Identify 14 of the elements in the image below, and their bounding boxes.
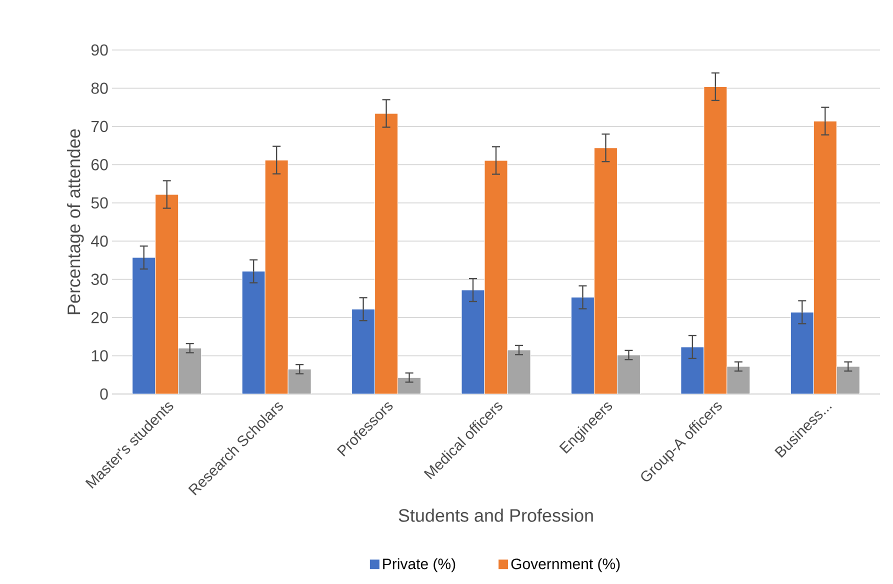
legend-label: Private (%)	[383, 558, 456, 572]
y-tick-label: 60	[91, 159, 108, 170]
y-tick-label: 30	[91, 274, 108, 285]
y-tick-label: 90	[91, 44, 108, 56]
y-tick-label: 10	[92, 350, 108, 362]
y-tick-label: 50	[91, 197, 108, 209]
y-tick-label: 40	[91, 235, 108, 247]
y-tick-label: 20	[91, 312, 108, 324]
x-axis-title: Students and Profession	[398, 508, 593, 522]
legend-label: Government (%)	[511, 558, 620, 572]
y-tick-label: 0	[100, 388, 108, 400]
y-axis-title: Percentage of attendee	[67, 129, 84, 314]
y-tick-label: 80	[91, 82, 108, 94]
y-tick-label: 70	[91, 120, 108, 132]
